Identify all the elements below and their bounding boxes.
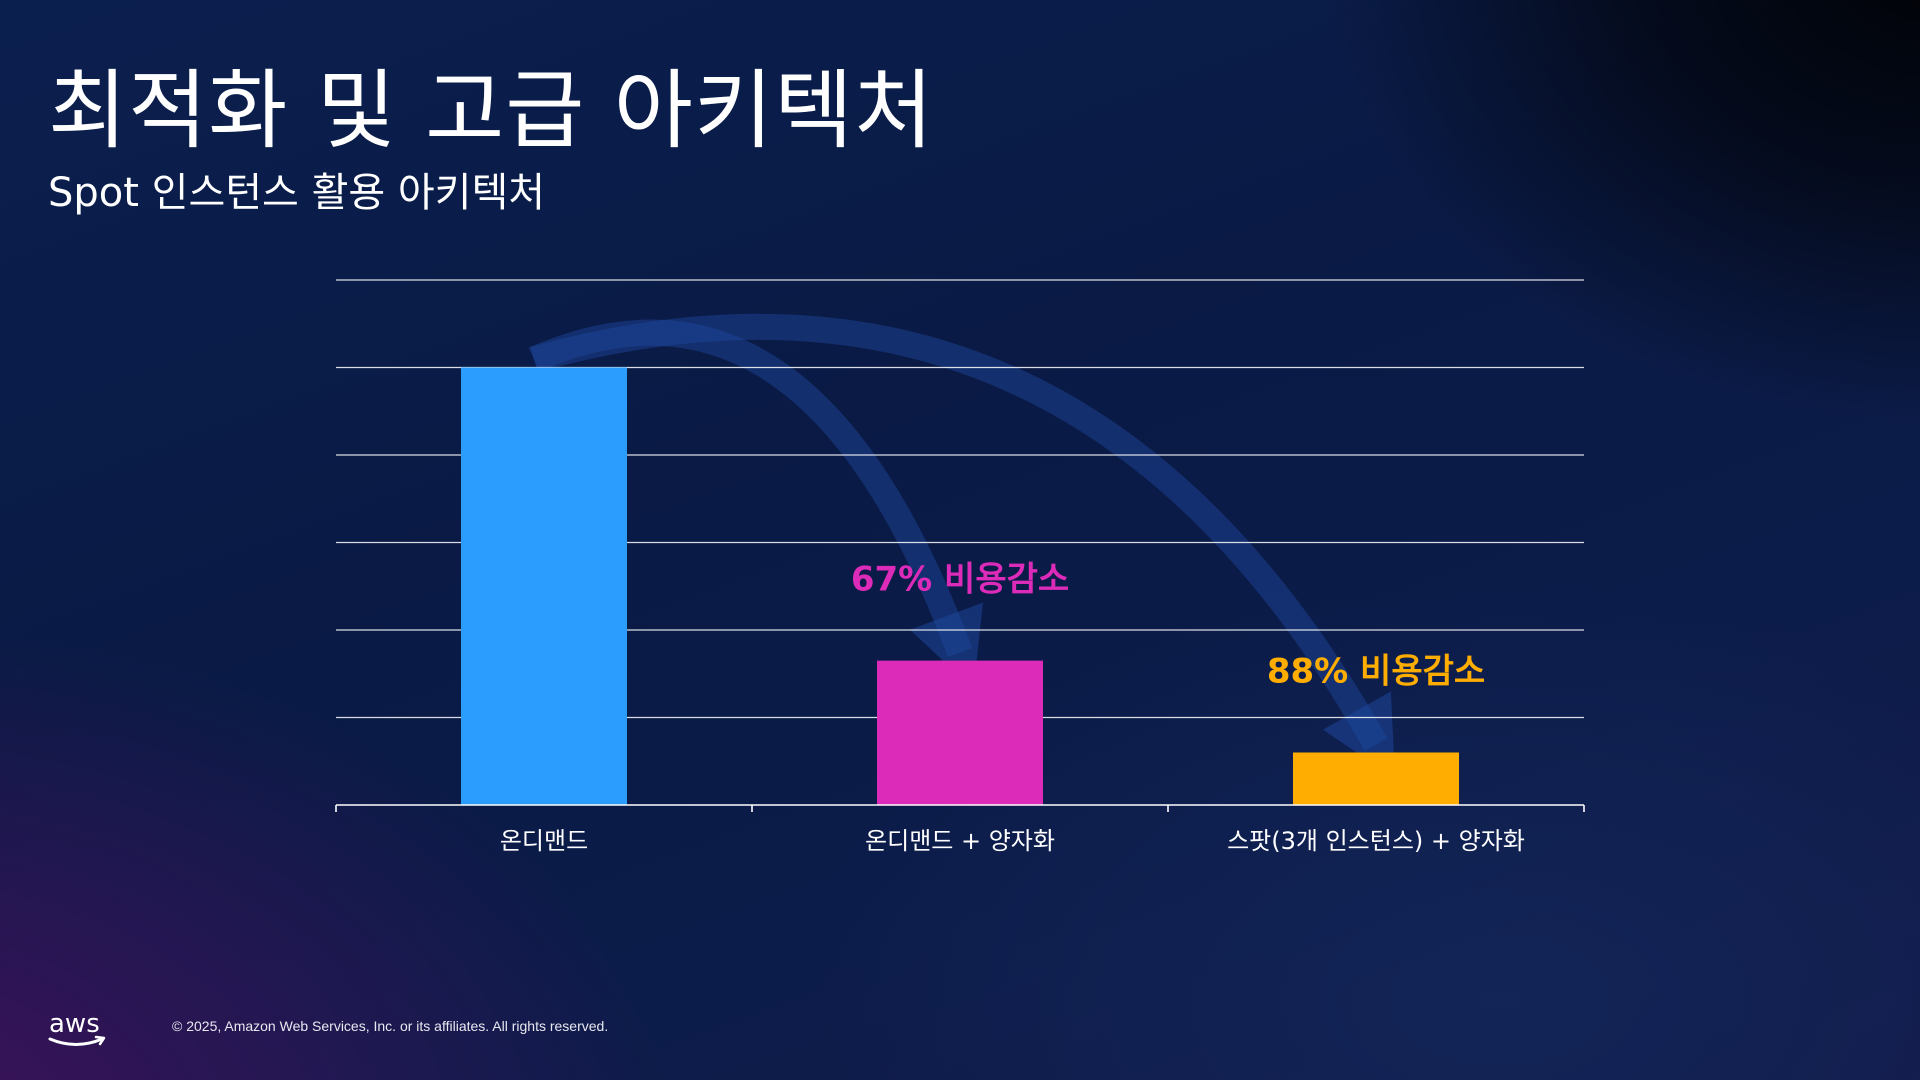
page-title: 최적화 및 고급 아키텍처 bbox=[48, 61, 935, 161]
page-subtitle: Spot 인스턴스 활용 아키텍처 bbox=[48, 170, 546, 216]
trend-arrow bbox=[528, 319, 983, 690]
x-tick-label: 스팟(3개 인스턴스) + 양자화 bbox=[1227, 827, 1525, 855]
x-tick-label: 온디맨드 bbox=[500, 827, 588, 855]
bar bbox=[461, 367, 627, 805]
aws-logo: aws bbox=[48, 1009, 106, 1046]
trend-arrow bbox=[530, 313, 1396, 779]
copyright-text: © 2025, Amazon Web Services, Inc. or its… bbox=[172, 1018, 609, 1034]
x-tick-label: 온디맨드 + 양자화 bbox=[865, 827, 1055, 855]
bar bbox=[1293, 752, 1459, 805]
aws-logo-text: aws bbox=[49, 1009, 100, 1039]
bar bbox=[877, 660, 1043, 805]
data-annotation: 88% 비용감소 bbox=[1267, 652, 1485, 692]
data-annotation: 67% 비용감소 bbox=[851, 560, 1069, 600]
